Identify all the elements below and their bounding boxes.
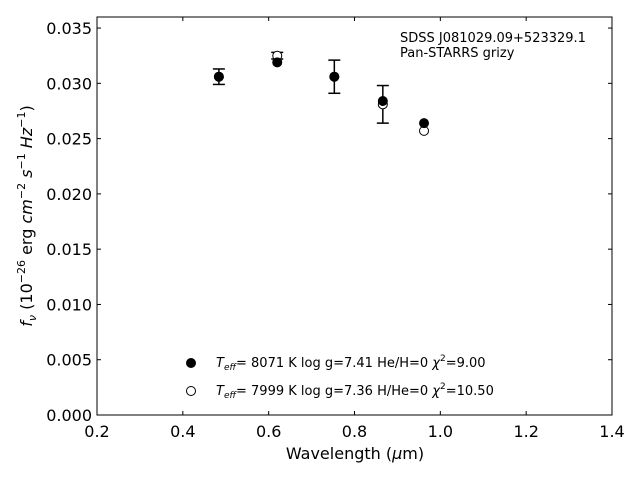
x-tick-label: 1.2	[513, 422, 538, 441]
y-tick-label: 0.025	[46, 130, 92, 149]
y-label-exp1a: −1	[15, 153, 28, 169]
legend-filled-marker	[186, 358, 196, 368]
x-tick-label: 1.4	[599, 422, 624, 441]
legend-open-chi: χ	[431, 384, 441, 399]
x-tick-label: 1.0	[428, 422, 453, 441]
y-tick-label: 0.000	[46, 406, 92, 425]
y-tick-label: 0.010	[46, 295, 92, 314]
x-tick-label: 0.8	[342, 422, 367, 441]
object-name-annotation: SDSS J081029.09+523329.1	[400, 31, 586, 46]
x-tick-label: 0.6	[256, 422, 281, 441]
survey-annotation: Pan-STARRS grizy	[400, 46, 515, 61]
y-tick-label: 0.020	[46, 185, 92, 204]
legend-entry-filled: Teff= 8071 K log g=7.41 He/H=0 χ2=9.00	[216, 354, 486, 373]
legend-filled-sup: 2	[440, 354, 446, 364]
y-label-exp26: −26	[15, 260, 28, 283]
y-label-exp2: −2	[15, 183, 28, 199]
y-label-close: )	[17, 105, 36, 111]
filled-point	[213, 71, 224, 82]
filled-point	[419, 118, 430, 129]
legend-entry-open: Teff= 7999 K log g=7.36 H/He=0 χ2=10.50	[216, 382, 494, 401]
legend-open-rest: =10.50	[446, 384, 494, 399]
x-axis-label-prefix: Wavelength (	[286, 444, 392, 463]
x-axis-label-rest: m)	[402, 444, 424, 463]
legend-filled-sub: eff	[224, 363, 238, 373]
y-tick-label: 0.015	[46, 240, 92, 259]
x-axis-label-mu: μ	[391, 444, 402, 463]
filled-point	[377, 96, 388, 107]
legend-filled-chi: χ	[431, 356, 441, 371]
legend-filled-T: T	[216, 356, 225, 371]
legend-filled-rest: =9.00	[446, 356, 486, 371]
y-label-exp1b: −1	[15, 112, 28, 128]
y-tick-label: 0.005	[46, 351, 92, 370]
y-tick-label: 0.035	[46, 19, 92, 38]
axis-ticks: 0.2 0.4 0.6 0.8 1.0 1.2 1.4 0.000 0.005 0.010 0.01…	[46, 17, 625, 441]
y-label-cm: cm	[17, 199, 36, 223]
x-tick-label: 0.4	[170, 422, 195, 441]
y-label-erg: erg	[17, 224, 36, 260]
y-label-s: s	[17, 170, 36, 183]
y-label-open: (10	[17, 283, 36, 315]
legend-open-sub: eff	[224, 391, 238, 401]
legend-filled-text: = 8071 K log g=7.41 He/H=0	[236, 356, 432, 371]
x-tick-label: 0.2	[84, 422, 109, 441]
legend-open-T: T	[216, 384, 225, 399]
legend: Teff= 8071 K log g=7.41 He/H=0 χ2=9.00 T…	[186, 354, 494, 401]
y-tick-label: 0.030	[46, 74, 92, 93]
x-axis-label: Wavelength (μm)	[286, 444, 424, 463]
filled-point	[329, 71, 340, 82]
y-label-nu: ν	[26, 315, 39, 321]
y-label-hz: Hz	[17, 127, 36, 153]
legend-open-marker	[186, 386, 196, 396]
y-axis-label: fν (10−26 erg cm−2 s−1 Hz−1)	[15, 105, 39, 326]
filled-point	[272, 57, 283, 68]
legend-open-text: = 7999 K log g=7.36 H/He=0	[236, 384, 432, 399]
y-label-f: f	[17, 319, 36, 327]
legend-open-sup: 2	[440, 382, 446, 392]
data-markers	[213, 50, 430, 136]
error-bars	[212, 51, 389, 124]
